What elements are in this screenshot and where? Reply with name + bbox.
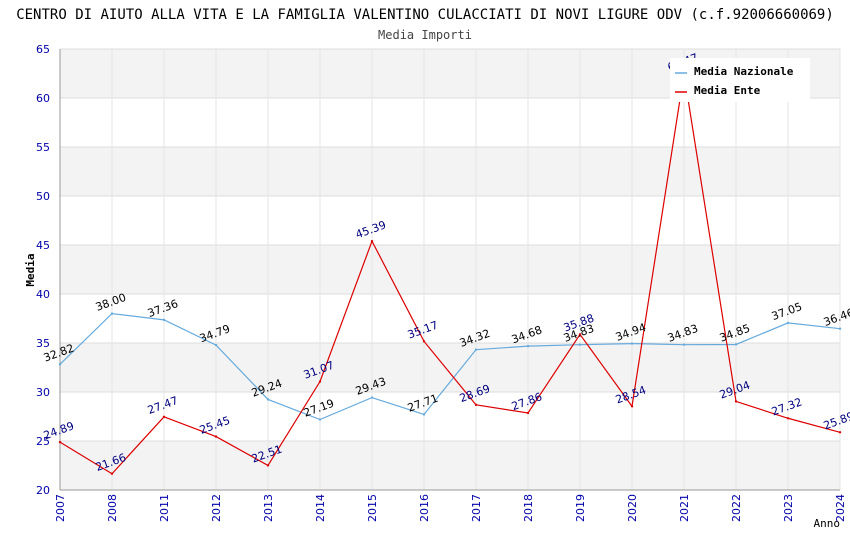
x-tick-label: 2023 bbox=[782, 494, 795, 522]
background-band bbox=[60, 147, 840, 196]
data-point bbox=[422, 340, 426, 343]
series-lines bbox=[58, 72, 842, 475]
y-tick-label: 30 bbox=[36, 386, 50, 399]
x-tick-label: 2024 bbox=[834, 494, 847, 522]
x-tick-labels: 2007 2008 2011 2012 2013 2014 2015 2016 2017 2018… bbox=[54, 494, 847, 522]
data-label: 34.85 bbox=[718, 322, 752, 345]
y-tick-label: 45 bbox=[36, 239, 50, 252]
data-label: 27.19 bbox=[302, 397, 336, 420]
x-tick-label: 2016 bbox=[418, 494, 431, 522]
series-line-media-nazionale bbox=[59, 312, 841, 421]
data-point bbox=[110, 312, 114, 315]
data-point bbox=[838, 327, 842, 330]
data-point bbox=[58, 440, 62, 444]
data-point bbox=[318, 380, 322, 383]
chart-subtitle: Media Importi bbox=[378, 28, 472, 42]
data-label: 37.05 bbox=[770, 300, 804, 323]
background-band bbox=[60, 245, 840, 294]
legend: Media Nazionale Media Ente bbox=[670, 58, 810, 102]
data-label: 34.83 bbox=[666, 322, 700, 345]
data-point bbox=[526, 411, 530, 415]
y-tick-label: 20 bbox=[36, 484, 50, 497]
data-point bbox=[838, 431, 842, 434]
data-point bbox=[682, 343, 686, 346]
x-tick-label: 2019 bbox=[574, 494, 587, 522]
data-point bbox=[422, 413, 426, 416]
data-point bbox=[214, 343, 218, 347]
x-tick-label: 2022 bbox=[730, 494, 743, 522]
y-tick-label: 65 bbox=[36, 43, 50, 56]
legend-box bbox=[670, 58, 810, 102]
background-band bbox=[60, 441, 840, 490]
x-tick-label: 2017 bbox=[470, 494, 483, 522]
data-point bbox=[370, 239, 374, 243]
y-tick-label: 35 bbox=[36, 337, 50, 350]
data-point bbox=[474, 348, 478, 351]
data-point bbox=[162, 318, 166, 322]
y-axis-label: Media bbox=[24, 253, 37, 286]
x-tick-label: 2008 bbox=[106, 494, 119, 522]
data-point bbox=[526, 344, 530, 348]
data-point bbox=[578, 343, 582, 346]
x-tick-label: 2018 bbox=[522, 494, 535, 522]
y-tick-label: 40 bbox=[36, 288, 50, 301]
data-point bbox=[630, 405, 634, 408]
data-label: 25.45 bbox=[198, 414, 232, 437]
data-label: 34.79 bbox=[198, 322, 232, 345]
data-label: 24.89 bbox=[42, 419, 76, 442]
chart-title: CENTRO DI AIUTO ALLA VITA E LA FAMIGLIA … bbox=[16, 7, 834, 23]
data-label: 27.47 bbox=[146, 394, 180, 417]
data-label: 25.89 bbox=[822, 409, 850, 432]
data-point bbox=[110, 472, 114, 475]
legend-label-media-nazionale: Media Nazionale bbox=[694, 65, 794, 78]
data-label: 45.39 bbox=[354, 218, 388, 241]
data-point bbox=[162, 415, 166, 418]
data-point bbox=[266, 398, 270, 401]
data-point bbox=[578, 333, 582, 336]
x-tick-label: 2007 bbox=[54, 494, 67, 522]
x-axis-label: Anno bbox=[814, 517, 841, 530]
data-point bbox=[630, 342, 634, 345]
background-band bbox=[60, 343, 840, 392]
x-tick-label: 2014 bbox=[314, 494, 327, 522]
y-tick-label: 55 bbox=[36, 141, 50, 154]
series-line-media-ente bbox=[59, 73, 841, 475]
data-point bbox=[734, 400, 738, 403]
x-tick-label: 2011 bbox=[158, 494, 171, 522]
legend-label-media-ente: Media Ente bbox=[694, 84, 761, 97]
data-point bbox=[474, 403, 478, 407]
x-tick-label: 2015 bbox=[366, 494, 379, 522]
data-point bbox=[786, 417, 790, 420]
y-tick-label: 60 bbox=[36, 92, 50, 105]
data-label: 27.71 bbox=[406, 392, 440, 415]
y-tick-label: 25 bbox=[36, 435, 50, 448]
x-tick-label: 2013 bbox=[262, 494, 275, 522]
axes bbox=[59, 49, 840, 491]
data-point bbox=[58, 363, 62, 366]
x-tick-label: 2021 bbox=[678, 494, 691, 522]
data-label: 27.86 bbox=[510, 390, 544, 413]
y-tick-labels: 20 25 30 35 40 45 50 55 60 65 bbox=[36, 43, 50, 497]
data-point bbox=[786, 321, 790, 325]
data-label: 36.46 bbox=[822, 306, 850, 329]
x-tick-label: 2020 bbox=[626, 494, 639, 522]
x-tick-label: 2012 bbox=[210, 494, 223, 522]
data-label: 37.36 bbox=[146, 297, 180, 320]
data-label: 27.32 bbox=[770, 395, 804, 418]
data-point bbox=[214, 435, 218, 438]
data-point bbox=[318, 418, 322, 421]
y-tick-label: 50 bbox=[36, 190, 50, 203]
data-point bbox=[734, 343, 738, 346]
data-point bbox=[370, 396, 374, 399]
background-bands bbox=[60, 49, 840, 490]
data-point bbox=[266, 464, 270, 467]
